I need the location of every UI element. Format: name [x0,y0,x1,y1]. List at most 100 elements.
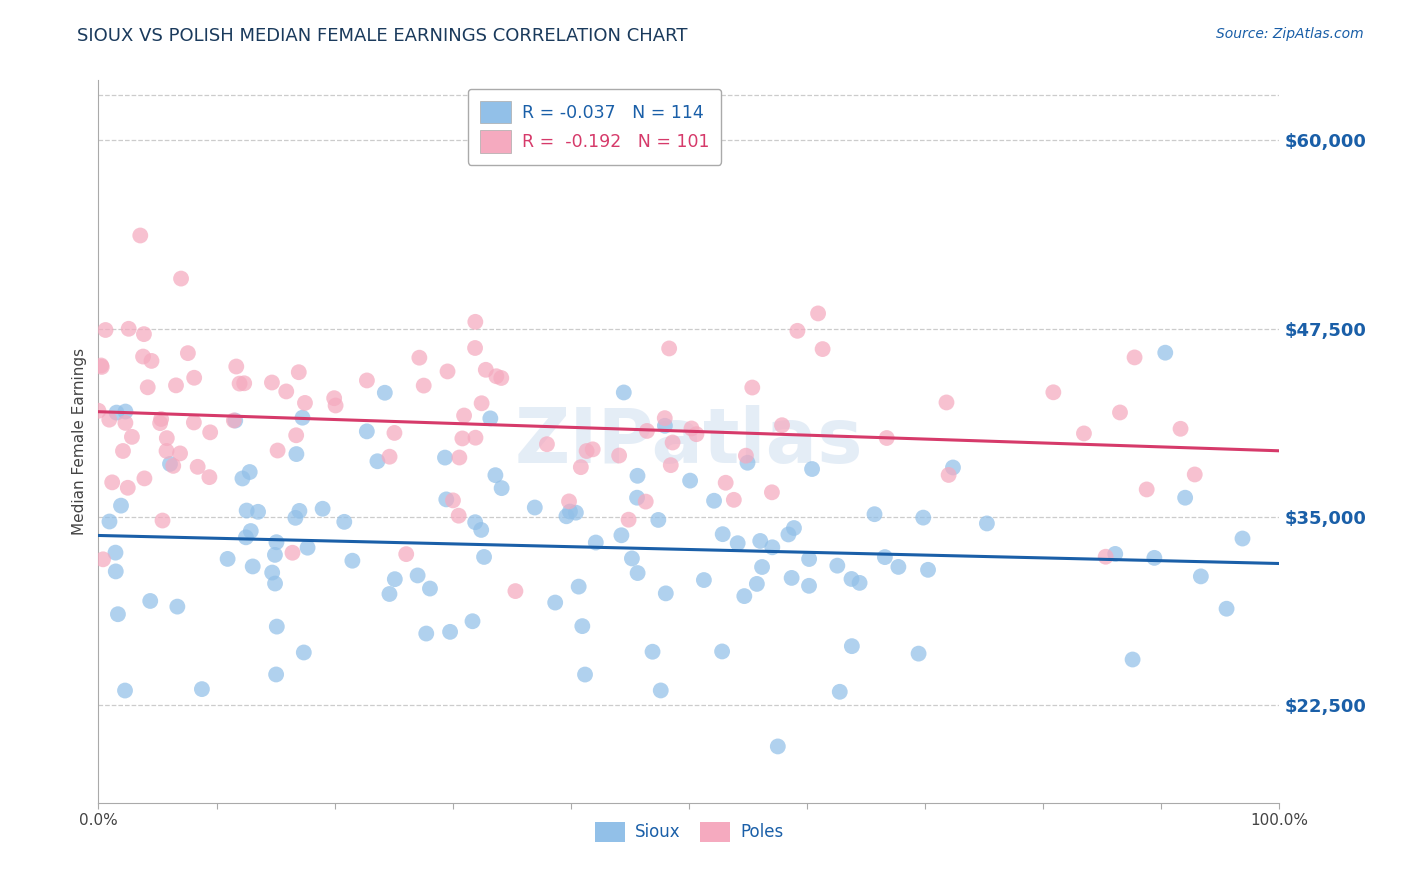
Point [461,614,484,628]
Point [233,376,256,391]
Point [827,558,849,573]
Point [247,505,270,519]
Point [323,391,346,405]
Point [723,492,745,507]
Point [626,491,648,505]
Text: SIOUX VS POLISH MEDIAN FEMALE EARNINGS CORRELATION CHART: SIOUX VS POLISH MEDIAN FEMALE EARNINGS C… [77,27,688,45]
Point [415,626,437,640]
Point [976,516,998,531]
Point [110,499,132,513]
Point [1184,467,1206,482]
Point [406,568,429,582]
Point [285,428,308,442]
Point [558,494,581,508]
Point [156,431,179,445]
Point [228,376,250,391]
Point [714,475,737,490]
Point [98,412,121,426]
Point [150,412,173,426]
Point [935,395,957,409]
Point [225,359,247,374]
Point [287,365,309,379]
Point [284,511,307,525]
Point [558,504,581,518]
Point [761,541,783,555]
Point [311,501,333,516]
Point [235,530,257,544]
Point [111,444,134,458]
Point [152,514,174,528]
Point [636,424,658,438]
Point [235,503,257,517]
Point [727,536,749,550]
Point [447,508,470,523]
Point [285,447,308,461]
Point [281,546,304,560]
Point [441,493,464,508]
Point [464,315,486,329]
Text: Source: ZipAtlas.com: Source: ZipAtlas.com [1216,27,1364,41]
Point [87,403,110,417]
Point [917,563,939,577]
Point [569,460,592,475]
Point [162,458,184,473]
Point [711,644,734,658]
Point [408,351,430,365]
Point [222,413,245,427]
Point [574,667,596,681]
Point [384,425,406,440]
Point [626,468,648,483]
Point [801,462,824,476]
Point [770,418,793,433]
Point [132,350,155,364]
Point [797,579,820,593]
Point [655,586,678,600]
Point [436,364,458,378]
Point [571,619,593,633]
Point [132,327,155,342]
Point [1109,405,1132,419]
Point [661,435,683,450]
Point [1094,549,1116,564]
Point [266,535,288,549]
Point [654,411,676,425]
Point [170,271,193,285]
Point [470,523,492,537]
Point [183,416,205,430]
Point [276,384,298,399]
Point [848,575,870,590]
Point [464,341,486,355]
Point [582,442,605,457]
Point [1042,385,1064,400]
Point [384,572,406,586]
Point [117,481,139,495]
Point [231,471,253,485]
Point [292,645,315,659]
Point [105,406,128,420]
Point [912,510,935,524]
Point [1154,345,1177,359]
Point [613,385,636,400]
Point [786,324,808,338]
Point [356,425,378,439]
Point [1136,483,1159,497]
Point [118,322,141,336]
Point [378,587,401,601]
Point [288,504,311,518]
Point [266,619,288,633]
Point [342,554,364,568]
Point [887,560,910,574]
Point [505,584,527,599]
Point [453,409,475,423]
Point [471,396,494,410]
Point [90,359,112,373]
Point [374,385,396,400]
Point [155,444,177,458]
Point [242,559,264,574]
Point [873,550,896,565]
Point [797,552,820,566]
Point [141,354,163,368]
Point [555,509,578,524]
Point [366,454,388,468]
Point [439,624,461,639]
